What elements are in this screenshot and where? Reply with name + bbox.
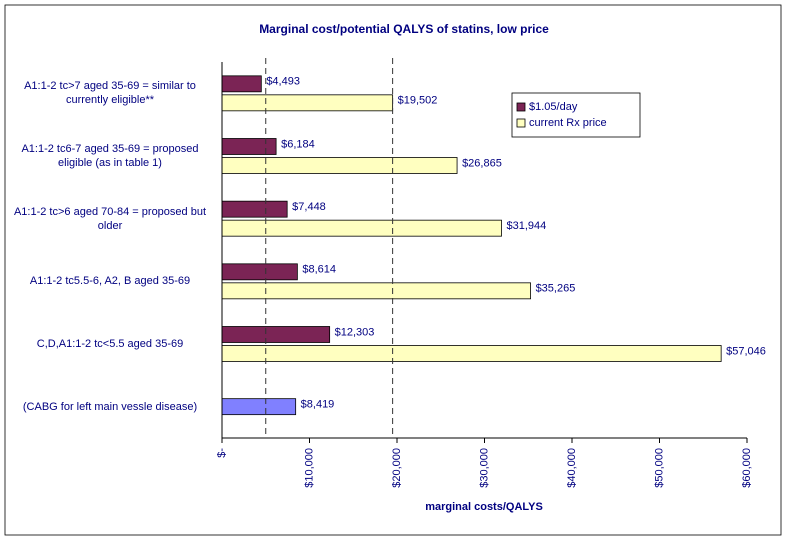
x-tick-label: $50,000 — [653, 448, 665, 488]
value-label: $57,046 — [726, 345, 766, 357]
value-label: $8,614 — [302, 264, 336, 276]
bar — [221, 75, 262, 93]
value-label: $12,303 — [335, 326, 375, 338]
bar — [221, 398, 297, 416]
y-tick-label: (CABG for left main vessle disease) — [22, 400, 198, 413]
legend-label: current Rx price — [529, 117, 607, 129]
legend — [511, 92, 641, 138]
x-tick-label: $- — [216, 448, 228, 458]
bar — [221, 263, 298, 281]
y-tick-label: A1:1-2 tc>6 aged 70-84 = proposed but ol… — [13, 205, 207, 232]
bar — [221, 345, 722, 362]
y-tick-label: A1:1-2 tc6-7 aged 35-69 = proposed eligi… — [21, 143, 199, 169]
legend-swatch — [516, 118, 526, 128]
bar — [221, 157, 458, 174]
bar — [221, 326, 331, 343]
bar — [221, 219, 502, 237]
legend-swatch — [516, 102, 526, 112]
x-tick-label: $60,000 — [741, 448, 753, 488]
x-axis-label: marginal costs/QALYS — [425, 501, 543, 513]
value-label: $31,944 — [507, 220, 547, 232]
x-tick-label: $10,000 — [303, 448, 315, 488]
x-tick-label: $20,000 — [391, 448, 403, 488]
value-label: $7,448 — [292, 201, 326, 213]
bar — [221, 138, 277, 155]
y-tick-label: A1:1-2 tc>7 aged 35-69 = similar to curr… — [24, 80, 196, 107]
bar — [221, 94, 394, 112]
value-label: $19,502 — [398, 95, 438, 107]
bar — [221, 282, 531, 300]
y-tick-label: A1:1-2 tc5.5-6, A2, B aged 35-69 — [29, 275, 191, 288]
value-label: $6,184 — [281, 138, 315, 150]
bar — [221, 200, 288, 218]
chart-title: Marginal cost/potential QALYS of statins… — [259, 22, 549, 36]
value-label: $26,865 — [462, 157, 502, 169]
value-label: $4,493 — [266, 76, 300, 88]
y-tick-label: C,D,A1:1-2 tc<5.5 aged 35-69 — [36, 338, 184, 350]
legend-label: $1.05/day — [529, 101, 578, 113]
value-label: $35,265 — [536, 283, 576, 295]
value-label: $8,419 — [301, 399, 335, 411]
x-tick-label: $30,000 — [478, 448, 490, 488]
x-tick-label: $40,000 — [566, 448, 578, 488]
